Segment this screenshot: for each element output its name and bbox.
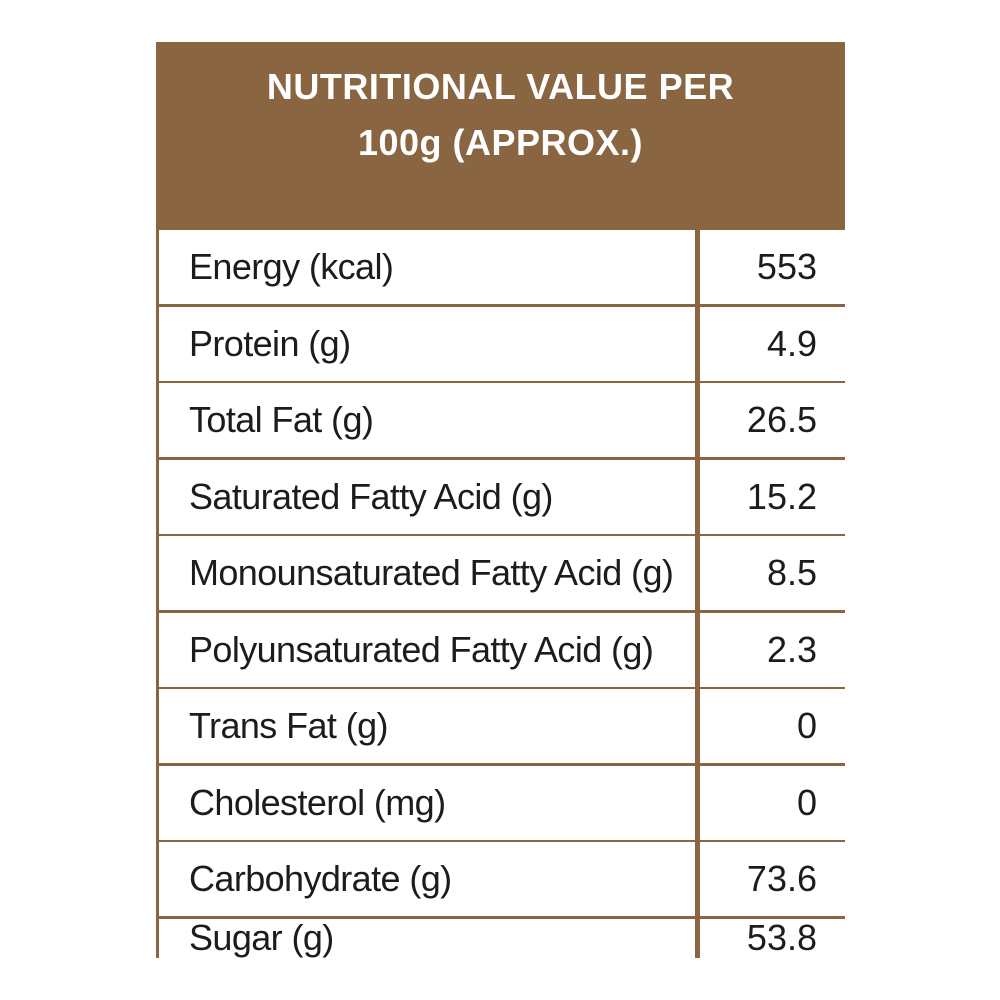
table-row-total-fat: Total Fat (g) 26.5 [159,383,845,457]
table-header: NUTRITIONAL VALUE PER 100g (APPROX.) [156,42,845,188]
nutrient-label: Sugar (g) [189,919,334,958]
column-divider [695,689,700,763]
nutrient-value: 2.3 [700,613,845,687]
nutrient-value: 53.8 [700,919,845,958]
table-row-energy: Energy (kcal) 553 [159,230,845,304]
column-divider [695,842,700,916]
nutrient-value: 0 [700,766,845,840]
nutrient-label: Monounsaturated Fatty Acid (g) [189,552,674,593]
column-divider [695,613,700,687]
header-title-line-2: 100g (APPROX.) [357,122,644,163]
nutrient-label: Total Fat (g) [189,399,374,440]
column-divider [695,230,700,304]
table-body: Energy (kcal) 553 Protein (g) 4.9 Total … [159,230,845,958]
nutrient-label: Protein (g) [189,323,351,364]
table-row-polyunsaturated-fatty-acid: Polyunsaturated Fatty Acid (g) 2.3 [159,613,845,687]
nutrient-value: 0 [700,689,845,763]
nutrient-value: 8.5 [700,536,845,610]
nutrient-value: 15.2 [700,460,845,534]
nutrient-label: Energy (kcal) [189,246,394,287]
table-row-carbohydrate: Carbohydrate (g) 73.6 [159,842,845,916]
table-row-cholesterol: Cholesterol (mg) 0 [159,766,845,840]
column-divider [695,307,700,381]
nutrient-label: Trans Fat (g) [189,705,389,746]
header-title-line-1: NUTRITIONAL VALUE PER [266,66,735,107]
table-row-monounsaturated-fatty-acid: Monounsaturated Fatty Acid (g) 8.5 [159,536,845,610]
nutrient-label: Polyunsaturated Fatty Acid (g) [189,629,654,670]
column-divider [695,766,700,840]
column-divider [695,536,700,610]
table-row-saturated-fatty-acid: Saturated Fatty Acid (g) 15.2 [159,460,845,534]
nutrient-value: 4.9 [700,307,845,381]
nutrition-table: NUTRITIONAL VALUE PER 100g (APPROX.) Ene… [156,42,845,958]
nutrient-value: 553 [700,230,845,304]
nutrient-value: 73.6 [700,842,845,916]
table-row-sugar: Sugar (g) 53.8 [159,919,845,958]
nutrient-label: Cholesterol (mg) [189,782,446,823]
column-divider [695,460,700,534]
nutrient-label: Saturated Fatty Acid (g) [189,476,553,517]
nutrient-label: Carbohydrate (g) [189,858,452,899]
table-row-trans-fat: Trans Fat (g) 0 [159,689,845,763]
column-divider [695,383,700,457]
table-row-protein: Protein (g) 4.9 [159,307,845,381]
nutrient-value: 26.5 [700,383,845,457]
column-divider [695,919,700,958]
